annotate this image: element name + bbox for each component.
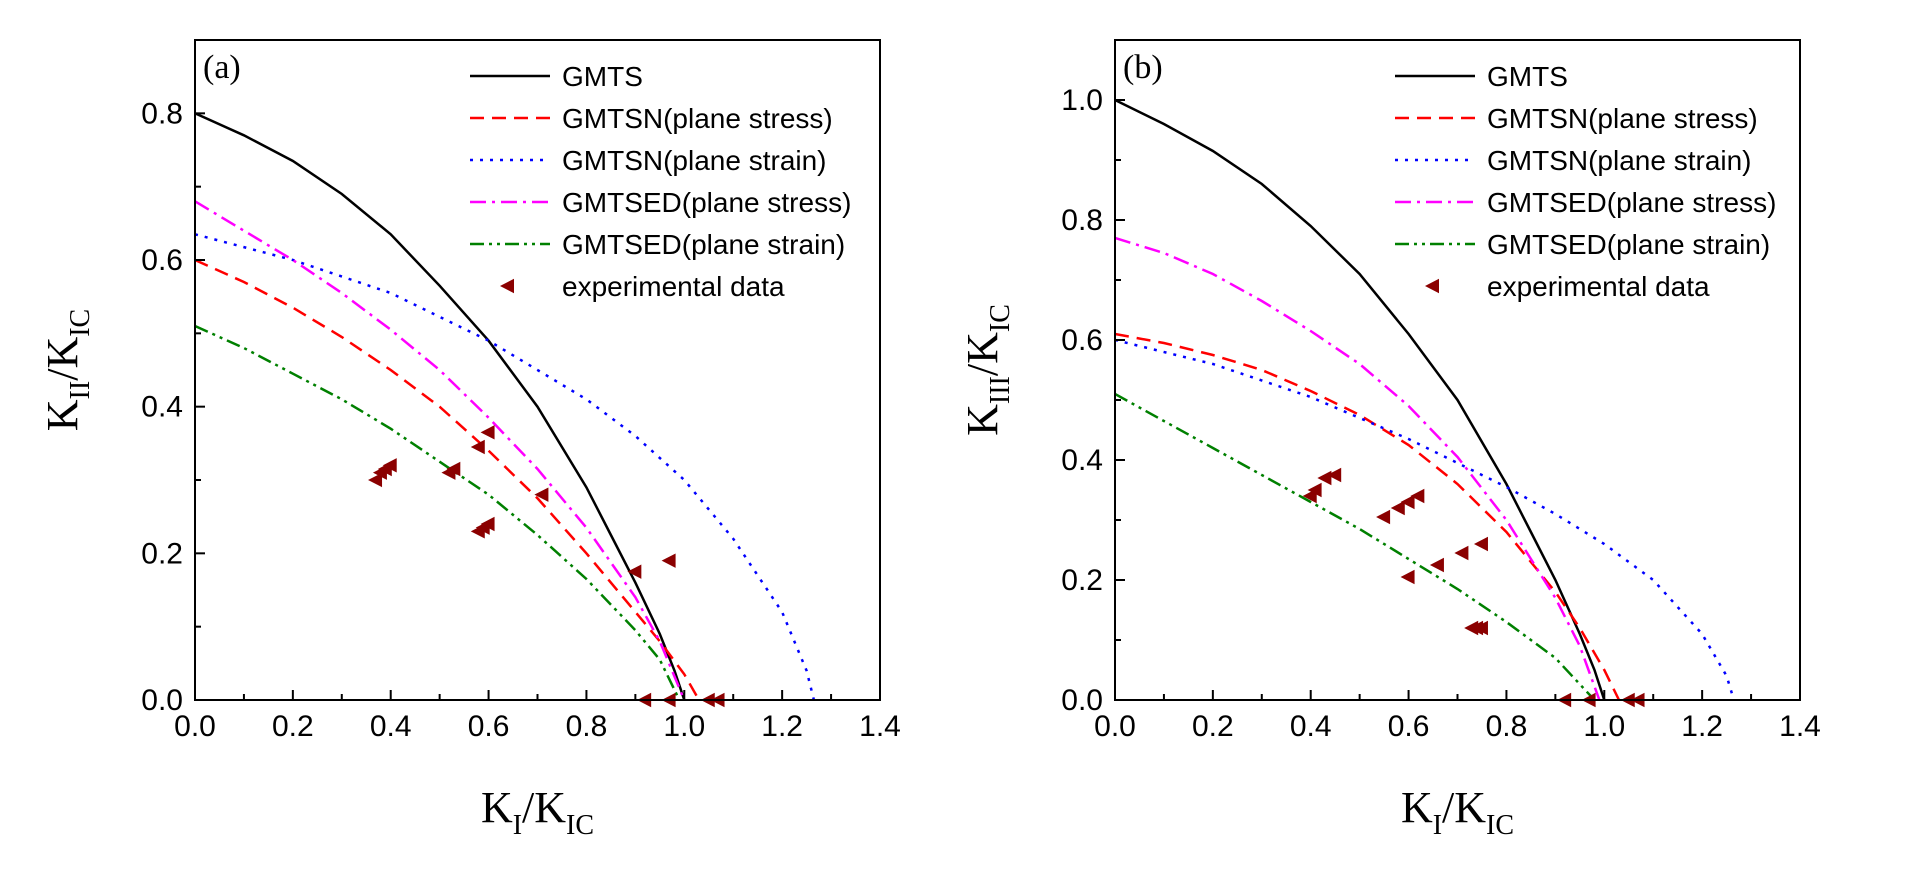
scatter-layer-a (368, 425, 725, 708)
legend-label: GMTSED(plane strain) (562, 229, 845, 260)
x-tick-label: 0.6 (1388, 710, 1430, 743)
series-line-gmtsed-plane-stress- (195, 200, 686, 700)
x-tick-label: 0.6 (468, 710, 510, 743)
legend-label: GMTS (562, 61, 643, 92)
experimental-data-point (446, 461, 461, 477)
series-line-gmts (1115, 98, 1606, 700)
experimental-data-point (470, 439, 485, 455)
legend-a: GMTS GMTSN(plane stress) GMTSN(plane strai… (470, 61, 851, 302)
series-line-gmtsed-plane-strain- (1115, 392, 1596, 700)
series-line-gmtsn-plane-stress- (195, 258, 701, 700)
experimental-data-point (1473, 620, 1488, 636)
x-axis-a: 0.0 0.2 0.4 0.6 0.8 1.0 1.2 1.4 (174, 690, 901, 743)
experimental-data-point (480, 516, 495, 532)
legend-label: GMTSED(plane stress) (1487, 187, 1776, 218)
legend-label: GMTS (1487, 61, 1568, 92)
y-tick-label: 0.8 (1061, 204, 1103, 237)
experimental-data-point (1390, 500, 1405, 516)
y-tick-label: 0.0 (1061, 684, 1103, 717)
experimental-data-point (1400, 494, 1415, 510)
y-tick-label: 0.2 (141, 537, 183, 570)
experimental-data-point (1473, 536, 1488, 552)
panel-label-a: (a) (203, 49, 241, 86)
x-axis-title-b: KI/KIC (1401, 783, 1514, 841)
series-line-gmtsn-plane-strain- (195, 233, 816, 700)
legend-label: GMTSN(plane stress) (1487, 103, 1758, 134)
legend-marker (500, 278, 514, 294)
scatter-layer-b (1302, 467, 1645, 708)
series-line-gmtsn-plane-strain- (1115, 338, 1736, 700)
x-tick-label: 0.8 (566, 710, 608, 743)
legend-label: GMTSN(plane strain) (562, 145, 827, 176)
x-tick-label: 0.0 (1094, 710, 1136, 743)
x-tick-label: 0.4 (370, 710, 412, 743)
y-tick-label: 0.4 (141, 391, 183, 424)
x-tick-label: 1.0 (663, 710, 705, 743)
x-tick-label: 0.8 (1486, 710, 1528, 743)
experimental-data-point (627, 564, 642, 579)
y-tick-label: 0.2 (1061, 564, 1103, 597)
legend-b: GMTS GMTSN(plane stress) GMTSN(plane strai… (1395, 61, 1776, 302)
x-tick-label: 0.4 (1290, 710, 1332, 743)
experimental-data-point (368, 472, 383, 488)
y-axis-title-a: KII/KIC (38, 309, 96, 431)
y-tick-label: 1.0 (1061, 84, 1103, 117)
y-tick-label: 0.8 (141, 97, 183, 130)
y-axis-title-b: KIII/KIC (958, 304, 1016, 436)
chart-panel-b: 0.0 0.2 0.4 0.6 0.8 1.0 1.2 1.4 0.0 0.2 0.4 0.6 0.8… (958, 39, 1821, 841)
experimental-data-point (1327, 467, 1342, 483)
series-line-gmts (195, 112, 686, 700)
x-tick-label: 0.2 (272, 710, 314, 743)
y-tick-label: 0.6 (1061, 324, 1103, 357)
x-tick-label: 1.0 (1583, 710, 1625, 743)
legend-label: GMTSN(plane stress) (562, 103, 833, 134)
x-tick-label: 1.4 (859, 710, 901, 743)
experimental-data-point (1429, 557, 1444, 573)
y-tick-label: 0.0 (141, 684, 183, 717)
experimental-data-point (1376, 509, 1391, 525)
experimental-data-point (1307, 482, 1322, 498)
experimental-data-point (1454, 545, 1469, 561)
x-tick-label: 1.2 (1681, 710, 1723, 743)
x-tick-label: 0.2 (1192, 710, 1234, 743)
plot-frame-b (1114, 39, 1801, 701)
series-layer-b (1115, 98, 1736, 700)
series-line-gmtsed-plane-strain- (195, 324, 681, 700)
chart-panel-a: 0.0 0.2 0.4 0.6 0.8 1.0 1.2 1.4 0.0 0.2 0.4 0.6 0.8… (38, 39, 901, 841)
x-tick-label: 1.2 (761, 710, 803, 743)
legend-label: GMTSED(plane strain) (1487, 229, 1770, 260)
experimental-data-point (1317, 470, 1332, 486)
legend-label: GMTSN(plane strain) (1487, 145, 1752, 176)
x-tick-label: 0.0 (174, 710, 216, 743)
series-layer-a (195, 112, 816, 700)
legend-label: experimental data (1487, 271, 1710, 302)
legend-marker (1425, 278, 1439, 294)
legend-label: experimental data (562, 271, 785, 302)
series-line-gmtsn-plane-stress- (1115, 332, 1621, 700)
y-tick-label: 0.6 (141, 244, 183, 277)
y-axis-a: 0.0 0.2 0.4 0.6 0.8 (141, 97, 205, 717)
experimental-data-point (1400, 569, 1415, 585)
panel-label-b: (b) (1123, 49, 1163, 86)
y-axis-b: 0.0 0.2 0.4 0.6 0.8 1.0 (1061, 84, 1125, 717)
x-axis-title-a: KI/KIC (481, 783, 594, 841)
x-axis-b: 0.0 0.2 0.4 0.6 0.8 1.0 1.2 1.4 (1094, 690, 1821, 743)
y-tick-label: 0.4 (1061, 444, 1103, 477)
experimental-data-point (661, 553, 676, 568)
legend-label: GMTSED(plane stress) (562, 187, 851, 218)
experimental-data-point (480, 425, 495, 440)
experimental-data-point (382, 458, 397, 473)
experimental-data-point (1410, 488, 1425, 504)
experimental-data-point (534, 487, 549, 502)
series-line-gmtsed-plane-stress- (1115, 236, 1601, 700)
x-tick-label: 1.4 (1779, 710, 1821, 743)
